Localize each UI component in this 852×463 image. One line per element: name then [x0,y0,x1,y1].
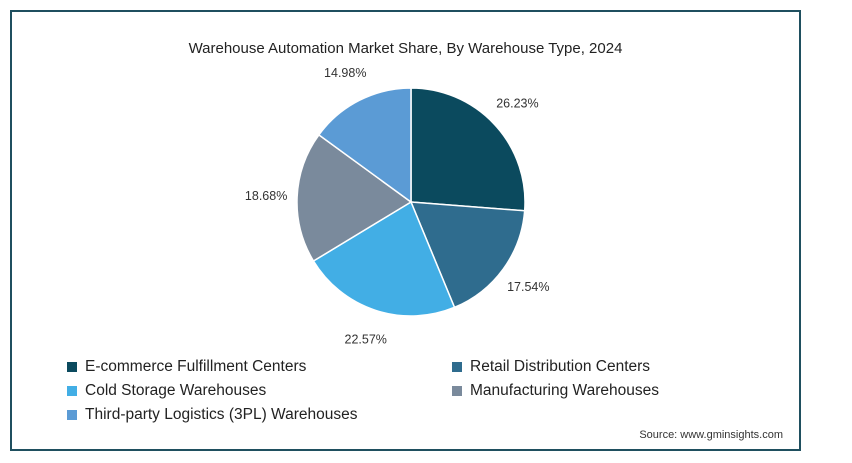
pie-slice-3pl [317,87,412,204]
legend-swatch [452,362,462,372]
legend-label: Manufacturing Warehouses [470,382,659,399]
pie-label-manufacturing: 18.68% [245,189,287,203]
pie-label-cold-storage: 22.57% [345,333,387,347]
legend-swatch [67,410,77,420]
legend-swatch [67,362,77,372]
pie-slice-retail [409,201,526,309]
legend-item-3pl: Third-party Logistics (3PL) Warehouses [67,406,358,424]
legend-swatch [67,386,77,396]
chart-frame: Warehouse Automation Market Share, By Wa… [10,10,801,451]
legend-item-manufacturing: Manufacturing Warehouses [452,382,659,400]
legend-label: E-commerce Fulfillment Centers [85,358,307,375]
pie-label-3pl: 14.98% [324,66,366,80]
pie-slice-ecommerce [410,87,526,212]
pie-label-ecommerce: 26.23% [496,97,538,111]
source-note: Source: www.gminsights.com [639,429,783,441]
chart-title: Warehouse Automation Market Share, By Wa… [188,40,623,57]
legend-label: Cold Storage Warehouses [85,382,267,399]
legend-label: Third-party Logistics (3PL) Warehouses [85,406,358,423]
legend-item-cold-storage: Cold Storage Warehouses [67,382,266,400]
pie-slice-cold-storage [312,200,456,317]
pie-slice-manufacturing [296,133,413,263]
legend-item-ecommerce: E-commerce Fulfillment Centers [67,358,306,376]
pie-label-retail: 17.54% [507,280,549,294]
pie-chart: 26.23% 17.54% 22.57% 18.68% 14.98% [245,66,550,347]
legend-swatch [452,386,462,396]
legend-label: Retail Distribution Centers [470,358,651,375]
legend-item-retail: Retail Distribution Centers [452,358,650,376]
